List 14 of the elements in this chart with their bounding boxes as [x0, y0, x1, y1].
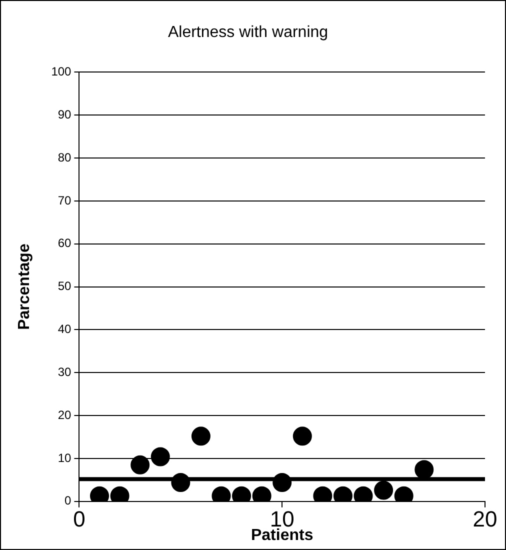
y-axis-title: Parcentage: [16, 244, 34, 330]
y-tick-label: 80: [58, 150, 72, 164]
y-tick-label: 60: [58, 236, 72, 250]
y-tick-label: 10: [58, 450, 72, 465]
y-tick-label: 70: [58, 193, 72, 208]
y-tick-label: 90: [58, 107, 72, 122]
y-tick-label: 0: [64, 494, 72, 508]
y-tick-label: 30: [58, 364, 72, 379]
y-tick-label: 20: [58, 408, 72, 422]
y-tick-label: 100: [51, 64, 72, 79]
x-tick-label: 20: [472, 506, 498, 532]
y-tick-label: 50: [58, 279, 72, 294]
y-tick-label: 40: [58, 322, 72, 336]
chart-title: Alertness with warning: [168, 24, 328, 42]
